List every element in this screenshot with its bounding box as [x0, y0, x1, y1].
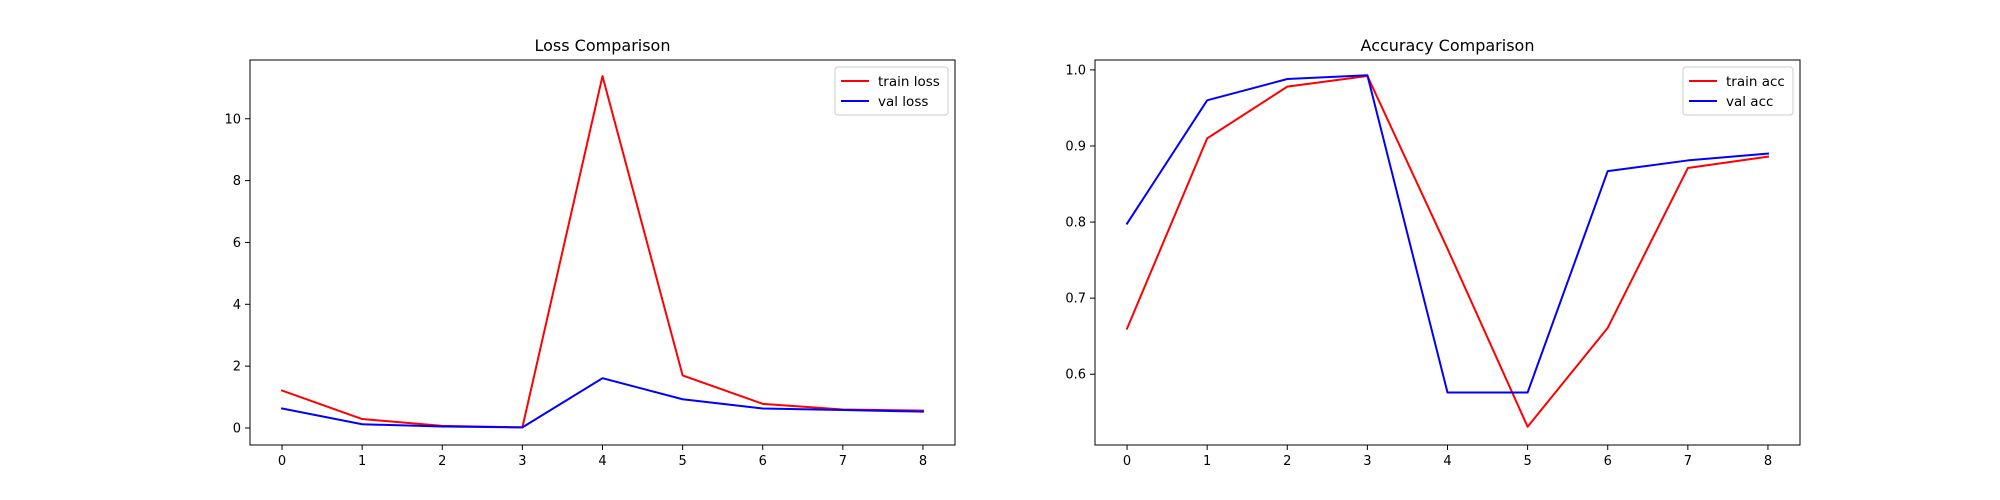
x-tick-label: 8 — [919, 454, 927, 469]
legend-label: val loss — [878, 94, 928, 110]
y-tick-label: 0.6 — [1065, 368, 1086, 383]
plot-frame — [249, 59, 956, 446]
legend: train acc val acc — [1682, 66, 1794, 116]
x-tick-label: 7 — [1684, 454, 1692, 469]
x-tick-label: 3 — [1363, 454, 1371, 469]
x-tick-label: 7 — [839, 454, 847, 469]
x-tick-label: 6 — [1604, 454, 1612, 469]
y-tick-label: 0 — [233, 421, 241, 436]
y-tick-label: 6 — [233, 236, 241, 251]
series-line-val-loss — [280, 377, 924, 429]
legend: train loss val loss — [834, 66, 949, 116]
chart-title: Loss Comparison — [535, 36, 671, 55]
y-tick-label: 10 — [224, 112, 241, 127]
legend-label: val acc — [1726, 94, 1773, 110]
legend-label: train acc — [1726, 74, 1785, 90]
x-tick-label: 8 — [1764, 454, 1772, 469]
y-tick-label: 0.7 — [1065, 292, 1086, 307]
x-tick-label: 0 — [278, 454, 286, 469]
x-tick-label: 4 — [1443, 454, 1451, 469]
y-tick-label: 8 — [233, 174, 241, 189]
x-tick-label: 5 — [1523, 454, 1531, 469]
x-tick-label: 1 — [358, 454, 366, 469]
x-tick-label: 1 — [1203, 454, 1211, 469]
series-line-train-loss — [280, 75, 924, 429]
legend-label: train loss — [878, 74, 940, 90]
x-tick-label: 0 — [1123, 454, 1131, 469]
legend-box — [834, 66, 949, 116]
y-tick-label: 0.9 — [1065, 139, 1086, 154]
series-line-train-acc — [1125, 74, 1770, 428]
x-tick-label: 2 — [438, 454, 446, 469]
legend-box — [1682, 66, 1794, 116]
chart-title: Accuracy Comparison — [1361, 36, 1535, 55]
x-tick-label: 4 — [598, 454, 606, 469]
y-tick-label: 4 — [233, 298, 241, 313]
x-tick-label: 5 — [678, 454, 686, 469]
y-tick-label: 0.8 — [1065, 216, 1086, 231]
y-tick-label: 2 — [233, 360, 241, 375]
series-line-val-acc — [1125, 74, 1770, 394]
plot-frame — [1094, 59, 1801, 446]
chart-panel-0: Loss Comparison 0 1 2 3 4 5 6 7 8 0 2 4 6 8 10 train los… — [224, 36, 956, 469]
x-tick-label: 2 — [1283, 454, 1291, 469]
y-tick-label: 1.0 — [1065, 63, 1086, 78]
x-tick-label: 3 — [518, 454, 526, 469]
x-tick-label: 6 — [759, 454, 767, 469]
chart-panel-1: Accuracy Comparison 0 1 2 3 4 5 6 7 8 0.6 0.7 0.8 0.9… — [1065, 36, 1801, 469]
